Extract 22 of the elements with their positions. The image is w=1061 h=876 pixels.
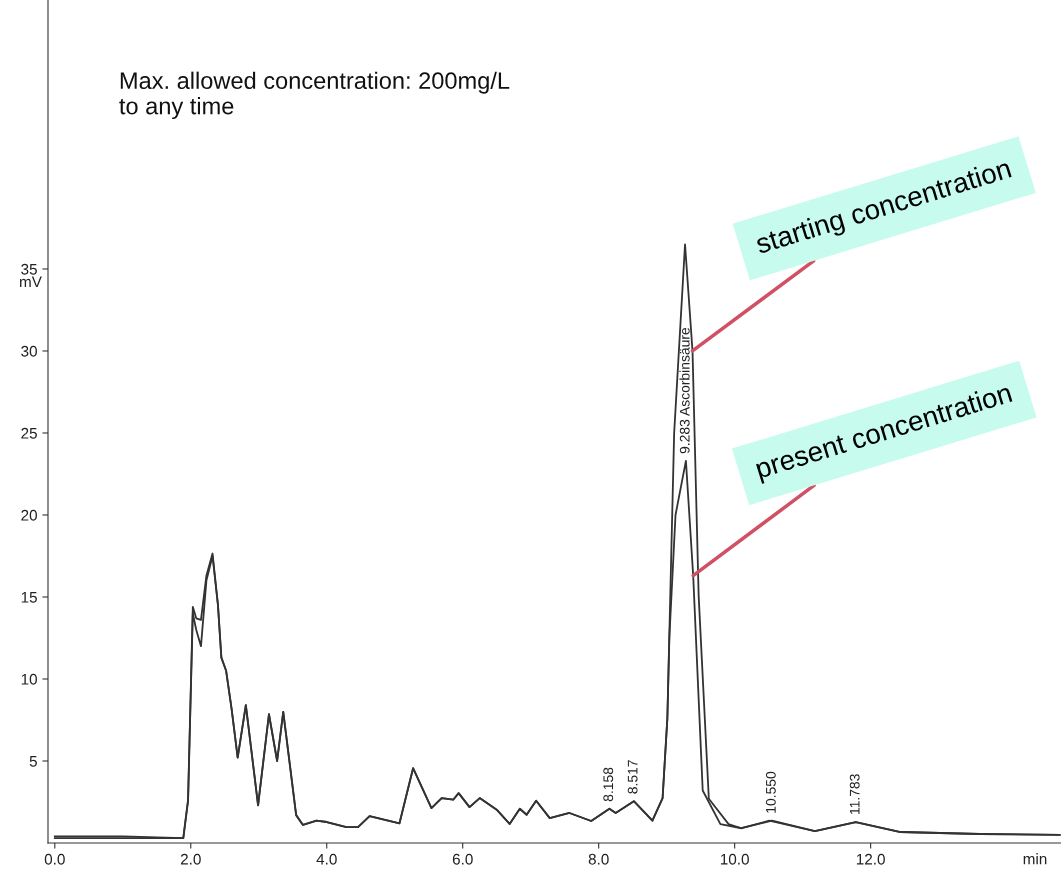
annotation: 11.783	[849, 774, 860, 814]
x-tick-label: 12.0	[856, 853, 885, 865]
annotation: 9.283 Ascorbinsäure	[679, 327, 690, 454]
y-tick-label: 35	[21, 263, 37, 275]
annotation: 8.517	[627, 760, 638, 794]
annotation: Max. allowed concentration: 200mg/L to any time	[119, 71, 510, 120]
x-tick-label: 10.0	[720, 853, 749, 865]
annotation: 8.158	[603, 767, 614, 802]
y-tick-label: 20	[21, 509, 37, 521]
x-tick-label: 0.0	[44, 853, 65, 865]
y-tick-label: 15	[21, 592, 37, 603]
y-tick-label: 25	[21, 427, 37, 439]
y-tick-label: 30	[21, 345, 37, 357]
x-tick-label: 2.0	[180, 853, 201, 865]
annotation: 10.550	[765, 771, 776, 813]
y-axis-title: mV	[20, 276, 42, 288]
x-axis-title: min	[1023, 853, 1047, 865]
x-tick-label: 4.0	[316, 853, 337, 865]
x-tick-label: 6.0	[452, 853, 473, 865]
x-tick-label: 8.0	[588, 853, 609, 865]
y-tick-label: 10	[21, 673, 37, 685]
y-tick-label: 5	[29, 756, 37, 767]
